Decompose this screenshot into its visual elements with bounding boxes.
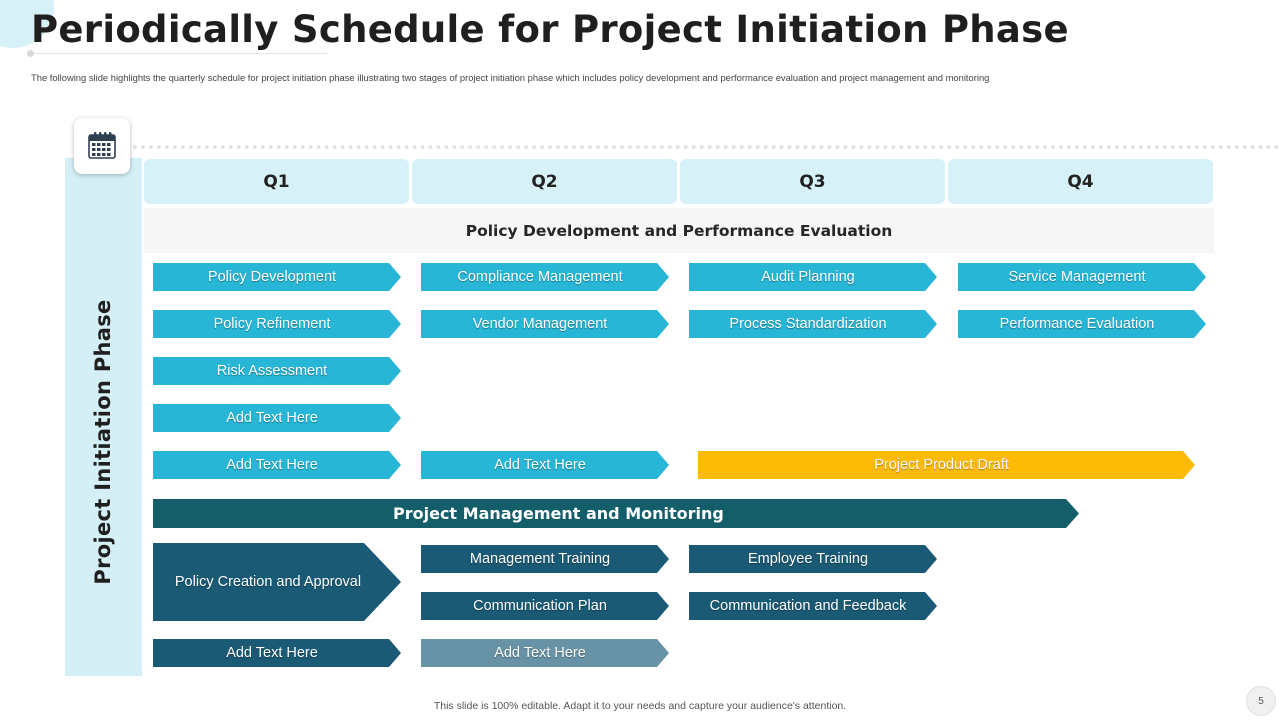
task-risk-assessment: Risk Assessment	[153, 357, 401, 385]
management-section-heading: Project Management and Monitoring	[153, 499, 1079, 528]
quarter-header-q4: Q4	[948, 159, 1213, 204]
task-placeholder: Add Text Here	[421, 451, 669, 479]
dotted-divider	[133, 145, 1280, 149]
quarter-header-q2: Q2	[412, 159, 677, 204]
task-placeholder: Add Text Here	[153, 639, 401, 667]
quarter-header-q3: Q3	[680, 159, 945, 204]
calendar-icon	[88, 132, 116, 159]
task-audit-planning: Audit Planning	[689, 263, 937, 291]
task-placeholder: Add Text Here	[153, 404, 401, 432]
task-service-management: Service Management	[958, 263, 1206, 291]
task-project-product-draft: Project Product Draft	[698, 451, 1195, 479]
page-title: Periodically Schedule for Project Initia…	[31, 8, 1069, 51]
side-label: Project Initiation Phase	[91, 299, 115, 585]
task-performance-evaluation: Performance Evaluation	[958, 310, 1206, 338]
task-placeholder: Add Text Here	[153, 451, 401, 479]
quarter-header-q1: Q1	[144, 159, 409, 204]
side-band	[65, 158, 142, 676]
task-employee-training: Employee Training	[689, 545, 937, 573]
task-vendor-management: Vendor Management	[421, 310, 669, 338]
task-communication-plan: Communication Plan	[421, 592, 669, 620]
calendar-icon-box	[74, 118, 130, 174]
page-number: 5	[1246, 686, 1276, 716]
task-process-standardization: Process Standardization	[689, 310, 937, 338]
task-compliance-management: Compliance Management	[421, 263, 669, 291]
task-communication-feedback: Communication and Feedback	[689, 592, 937, 620]
footer-note: This slide is 100% editable. Adapt it to…	[433, 700, 847, 712]
task-policy-development: Policy Development	[153, 263, 401, 291]
task-policy-refinement: Policy Refinement	[153, 310, 401, 338]
page-subtitle: The following slide highlights the quart…	[31, 72, 990, 83]
title-divider	[27, 50, 327, 57]
task-placeholder: Add Text Here	[421, 639, 669, 667]
policy-section-heading: Policy Development and Performance Evalu…	[144, 208, 1214, 253]
task-policy-creation-approval: Policy Creation and Approval	[153, 543, 401, 621]
task-management-training: Management Training	[421, 545, 669, 573]
